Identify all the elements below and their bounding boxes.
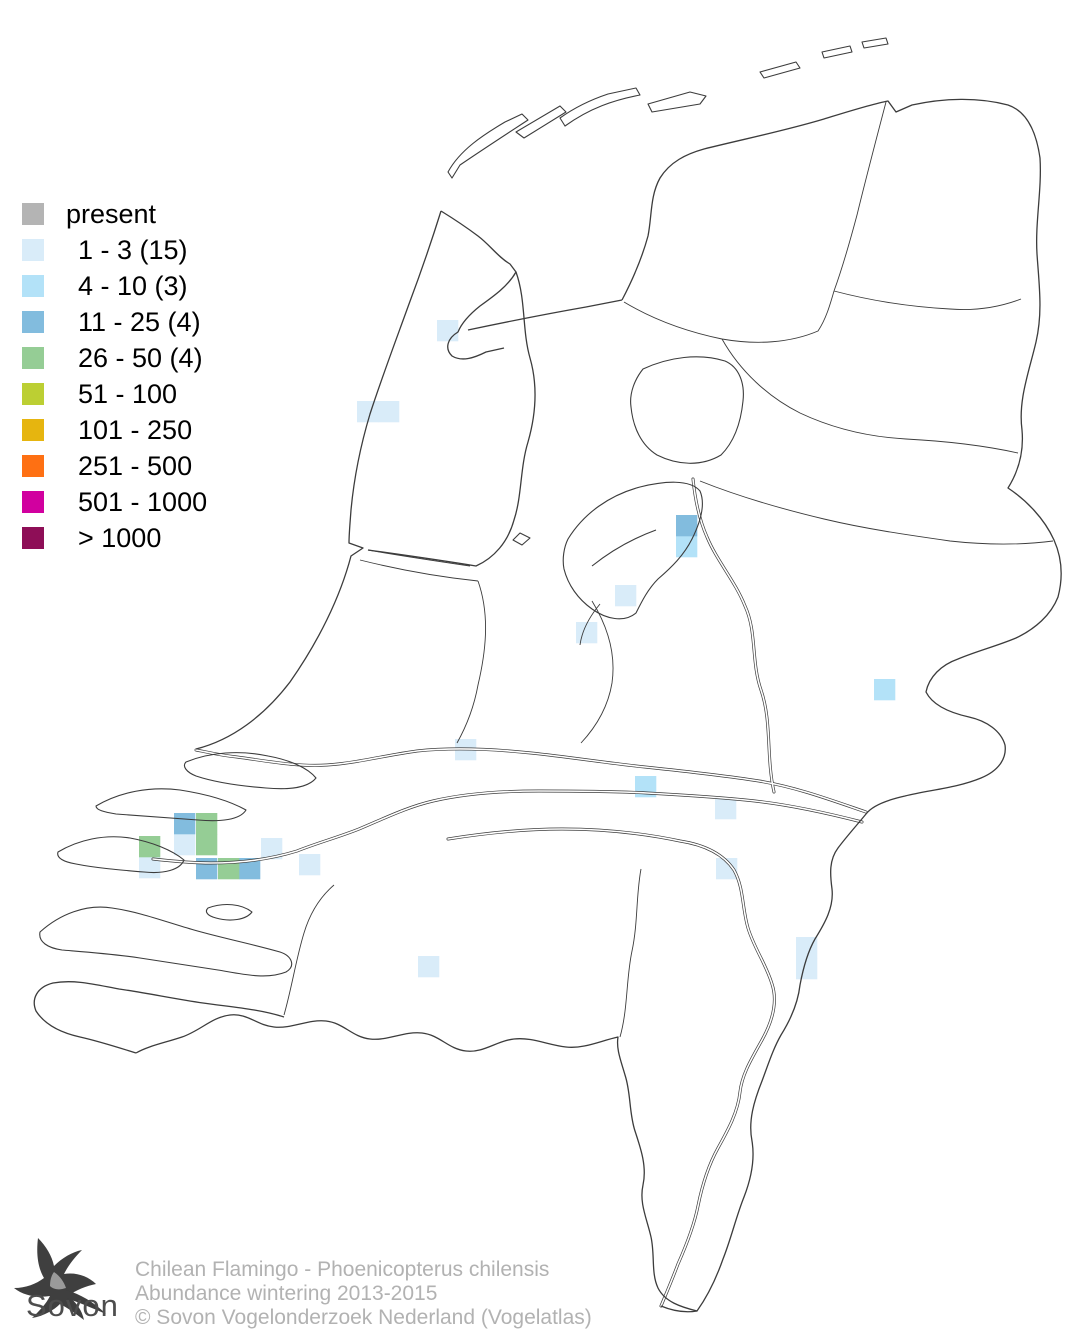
- rivers-outline: [151, 477, 868, 1308]
- legend-swatch: [22, 491, 44, 513]
- abundance-cell: [196, 813, 218, 835]
- map-caption: Chilean Flamingo - Phoenicopterus chilen…: [135, 1258, 592, 1330]
- legend-swatch: [22, 239, 44, 261]
- legend-swatch: [22, 455, 44, 477]
- legend-swatch: [22, 383, 44, 405]
- legend-label: 51 - 100: [78, 378, 178, 409]
- legend-label: 251 - 500: [78, 450, 193, 481]
- legend-row: present: [22, 196, 207, 232]
- legend-swatch: [22, 347, 44, 369]
- abundance-cell: [139, 836, 161, 858]
- abundance-cell: [378, 401, 400, 423]
- abundance-cell: [796, 958, 818, 980]
- abundance-cell: [676, 536, 698, 558]
- legend: present 1 - 3 (15) 4 - 10 (3) 11 - 25 (4) 26…: [22, 196, 207, 556]
- legend-label: 11 - 25 (4): [78, 306, 201, 337]
- legend-swatch: [22, 311, 44, 333]
- legend-swatch: [22, 275, 44, 297]
- coastline: [33, 98, 1062, 1313]
- abundance-cell: [357, 401, 379, 423]
- abundance-cell: [716, 858, 738, 880]
- abundance-cell: [239, 858, 261, 880]
- abundance-cell: [196, 858, 218, 880]
- legend-row: 4 - 10 (3): [22, 268, 207, 304]
- legend-row: 51 - 100: [22, 376, 207, 412]
- abundance-cell: [615, 585, 637, 607]
- legend-row: 26 - 50 (4): [22, 340, 207, 376]
- abundance-cell: [796, 937, 818, 959]
- caption-subject: Abundance wintering 2013-2015: [135, 1282, 438, 1305]
- legend-row: 101 - 250: [22, 412, 207, 448]
- abundance-cell: [418, 956, 440, 978]
- abundance-cell: [174, 834, 196, 856]
- legend-label: > 1000: [78, 522, 162, 553]
- legend-label: 501 - 1000: [78, 486, 208, 517]
- rivers-core: [152, 478, 867, 1307]
- abundance-cell: [299, 854, 321, 876]
- legend-swatch: [22, 419, 44, 441]
- abundance-cells-layer: [139, 320, 896, 980]
- caption-copyright: © Sovon Vogelonderzoek Nederland (Vogela…: [135, 1306, 592, 1329]
- abundance-cell: [874, 679, 896, 701]
- legend-label: 26 - 50 (4): [78, 342, 203, 373]
- legend-label: 101 - 250: [78, 414, 193, 445]
- sovon-logo-text: Sovon: [26, 1288, 119, 1323]
- legend-swatch: [22, 203, 44, 225]
- abundance-cell: [715, 798, 737, 820]
- legend-row: 1 - 3 (15): [22, 232, 207, 268]
- legend-swatch: [22, 527, 44, 549]
- legend-row: 251 - 500: [22, 448, 207, 484]
- abundance-cell: [437, 320, 459, 342]
- legend-label: present: [66, 198, 157, 229]
- sovon-logo-swallow-icon: [14, 1238, 106, 1320]
- abundance-cell: [676, 515, 698, 537]
- legend-label: 4 - 10 (3): [78, 270, 188, 301]
- abundance-cell: [261, 838, 283, 860]
- legend-row: > 1000: [22, 520, 207, 556]
- islands: [39, 37, 889, 977]
- abundance-cell: [576, 622, 598, 644]
- abundance-cell: [196, 834, 218, 856]
- province-borders: [283, 101, 1054, 1038]
- legend-row: 501 - 1000: [22, 484, 207, 520]
- abundance-cell: [174, 813, 196, 835]
- legend-row: 11 - 25 (4): [22, 304, 207, 340]
- legend-label: 1 - 3 (15): [78, 234, 188, 265]
- caption-species: Chilean Flamingo - Phoenicopterus chilen…: [135, 1258, 550, 1281]
